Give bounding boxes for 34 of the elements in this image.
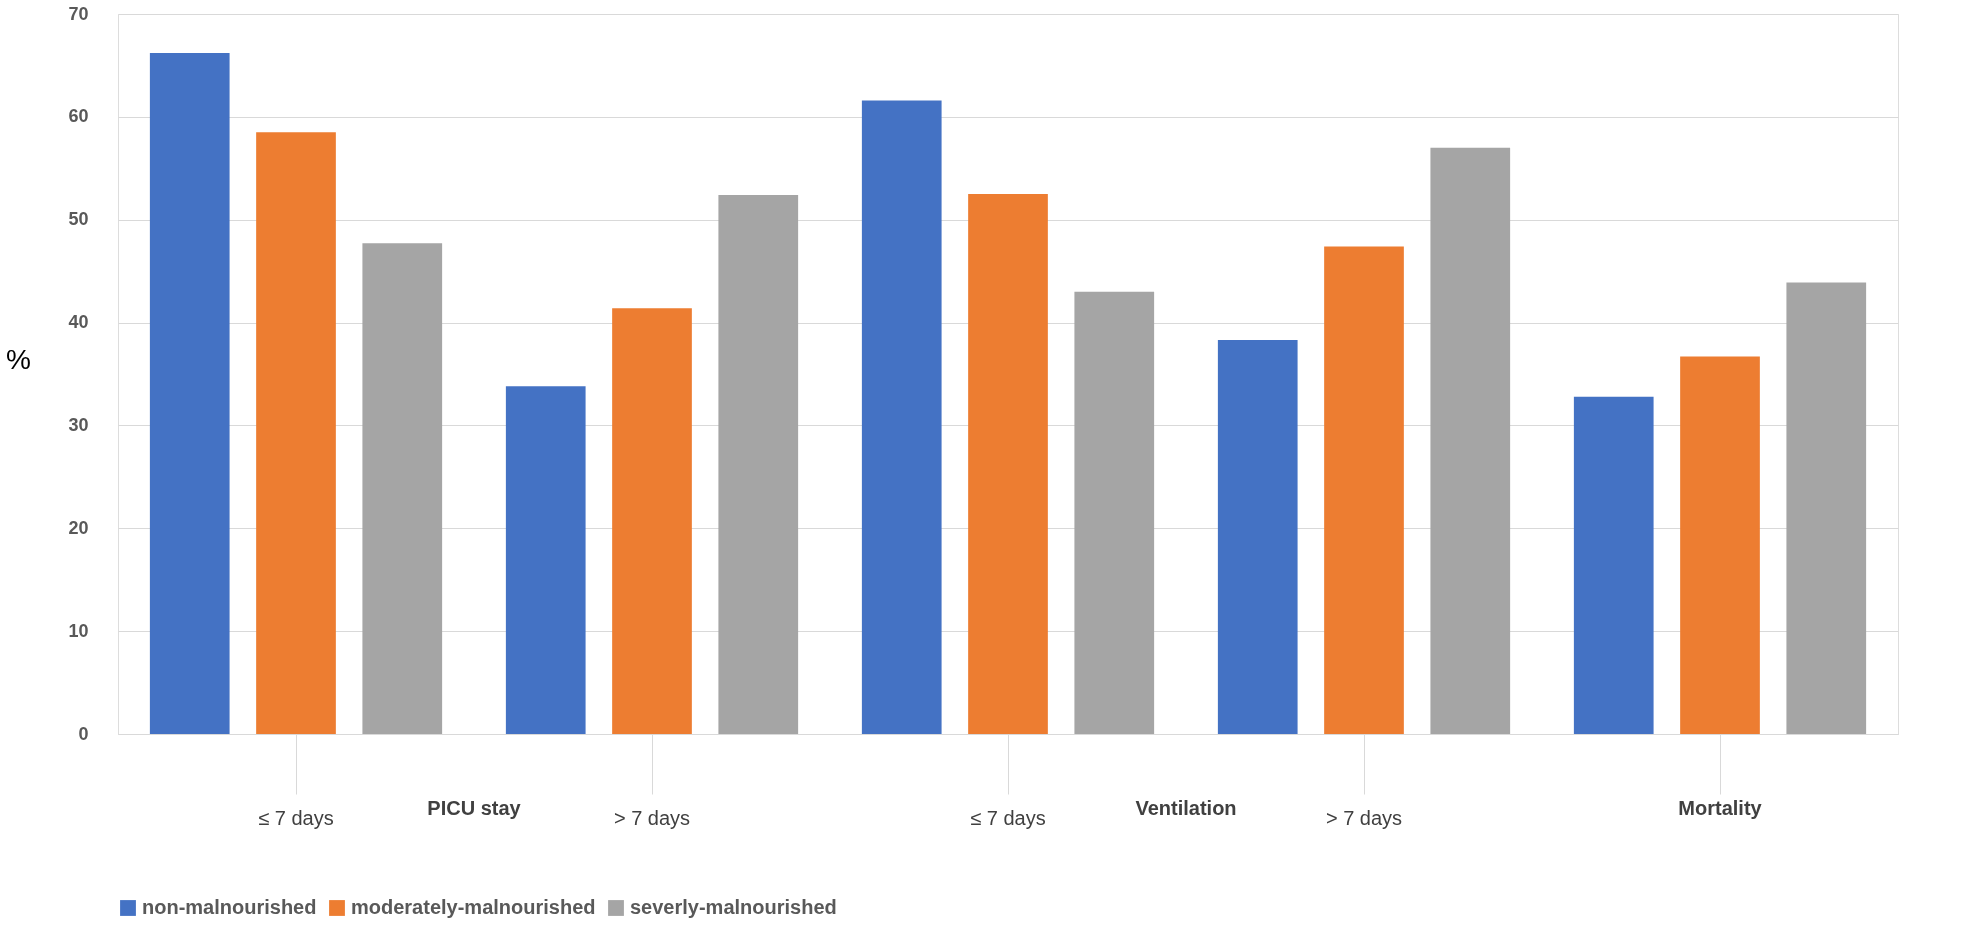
bar bbox=[1430, 147, 1511, 734]
y-tick-label: 0 bbox=[78, 723, 89, 744]
y-axis-title: % bbox=[6, 343, 31, 375]
y-tick-label: 70 bbox=[68, 3, 89, 24]
bar bbox=[861, 100, 942, 734]
text: Ventilation bbox=[1135, 797, 1237, 819]
bar bbox=[362, 243, 443, 734]
bar bbox=[1074, 291, 1155, 734]
bar bbox=[1324, 246, 1404, 734]
legend-label: moderately-malnourished bbox=[351, 896, 596, 918]
bar bbox=[1573, 396, 1654, 734]
y-tick-label: 30 bbox=[68, 414, 89, 435]
x-tick-label: ≤ 7 days bbox=[258, 806, 334, 829]
bar bbox=[968, 194, 1048, 734]
y-tick-label: 40 bbox=[68, 312, 89, 333]
bar bbox=[1217, 340, 1298, 734]
bar bbox=[1680, 356, 1760, 734]
legend-label: severly-malnourished bbox=[630, 896, 837, 918]
bar bbox=[505, 386, 586, 734]
x-tick-label: > 7 days bbox=[613, 806, 691, 829]
y-tick-label: 60 bbox=[68, 106, 89, 127]
bar bbox=[149, 53, 230, 734]
x-tick-label: > 7 days bbox=[1325, 806, 1403, 829]
text: Mortality bbox=[1678, 797, 1763, 819]
legend-label: non-malnourished bbox=[142, 896, 317, 918]
y-tick-label: 10 bbox=[68, 620, 89, 641]
bar bbox=[612, 308, 692, 734]
bar bbox=[718, 195, 799, 734]
text: PICU stay bbox=[427, 797, 522, 819]
x-tick-label: ≤ 7 days bbox=[970, 806, 1046, 829]
y-tick-label: 20 bbox=[68, 517, 89, 538]
bar bbox=[1786, 282, 1867, 734]
bar bbox=[256, 132, 336, 734]
y-tick-label: 50 bbox=[68, 209, 89, 230]
